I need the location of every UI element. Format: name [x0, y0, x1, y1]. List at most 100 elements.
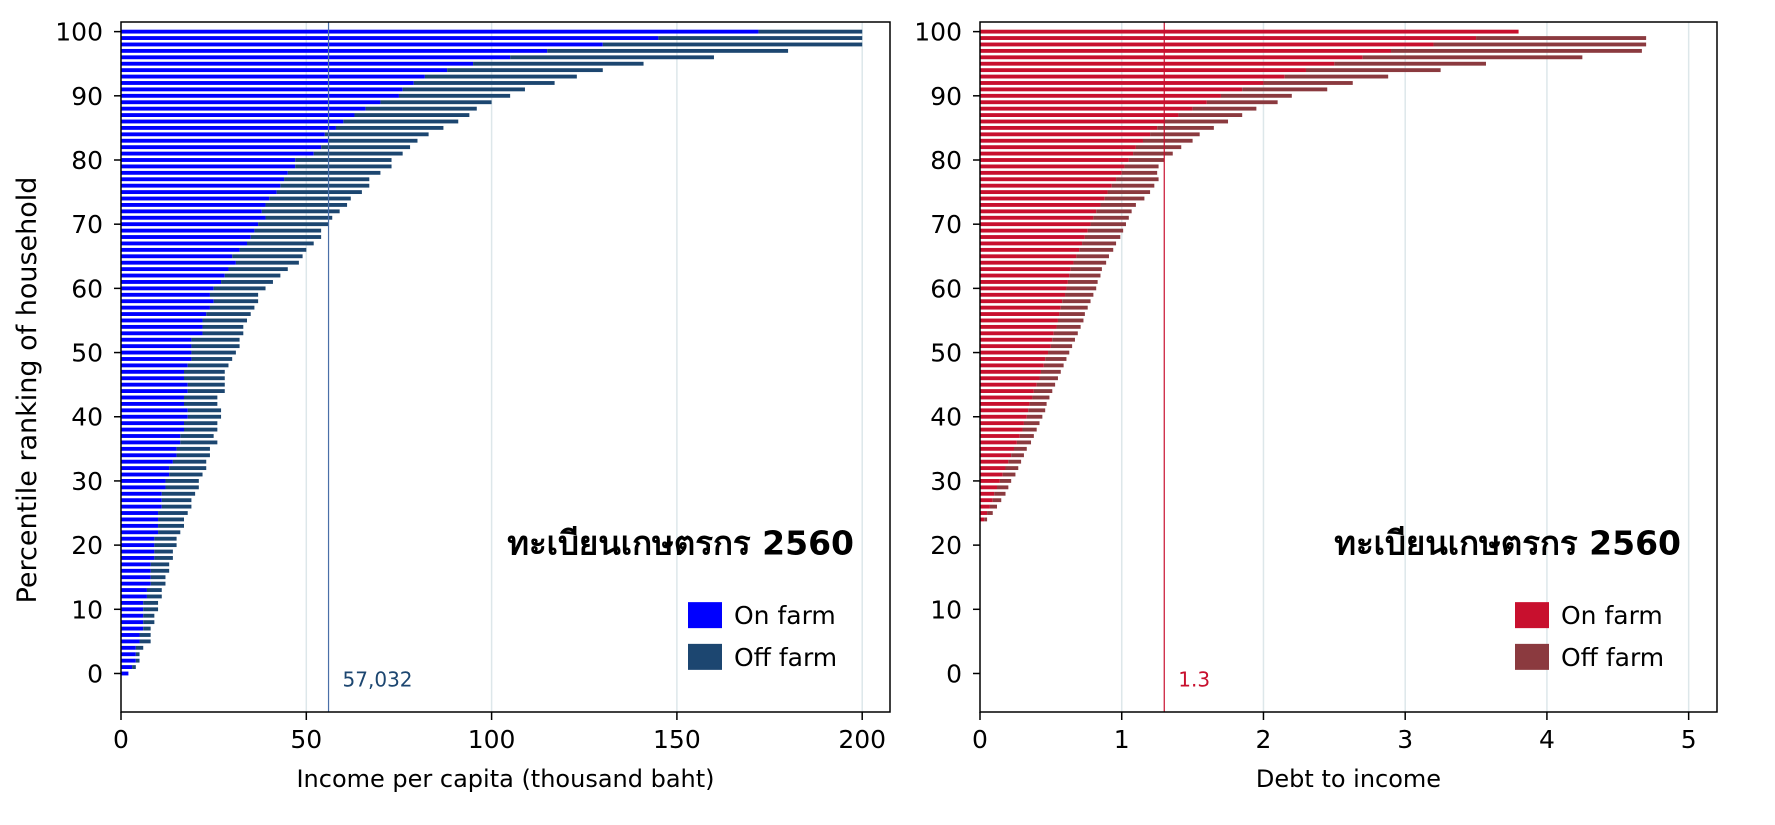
- bar-on-farm: [121, 658, 136, 663]
- bar-on-farm: [980, 446, 1015, 451]
- bar-off-farm: [1048, 350, 1070, 355]
- bar-on-farm: [121, 401, 185, 406]
- bar-on-farm: [121, 588, 147, 592]
- bar-off-farm: [1135, 145, 1182, 150]
- bar-off-farm: [510, 55, 714, 60]
- bar-on-farm: [980, 215, 1094, 220]
- bar-off-farm: [191, 350, 236, 355]
- bar-on-farm: [980, 74, 1285, 79]
- bar-off-farm: [1192, 106, 1257, 111]
- bar-on-farm: [121, 254, 233, 259]
- bar-on-farm: [121, 575, 151, 580]
- bar-off-farm: [180, 440, 218, 445]
- bar-on-farm: [121, 93, 399, 98]
- y-tick-label: 60: [930, 274, 962, 303]
- bar-off-farm: [1116, 177, 1159, 182]
- bar-off-farm: [143, 600, 159, 605]
- bar-off-farm: [295, 158, 392, 162]
- bar-on-farm: [121, 267, 229, 272]
- bar-on-farm: [121, 222, 259, 227]
- legend-label-on-farm: On farm: [734, 601, 836, 630]
- bar-off-farm: [158, 523, 185, 528]
- y-tick-label: 20: [71, 531, 103, 560]
- bar-on-farm: [980, 427, 1023, 432]
- income-grid: [305, 22, 863, 712]
- bar-on-farm: [980, 235, 1085, 239]
- y-tick-label: 40: [71, 403, 103, 432]
- bar-off-farm: [365, 106, 477, 111]
- bar-on-farm: [121, 382, 188, 387]
- bar-off-farm: [184, 401, 218, 406]
- income-plot-frame: [120, 21, 891, 713]
- bar-off-farm: [184, 427, 218, 432]
- y-tick-label: 100: [55, 18, 103, 47]
- bar-off-farm: [324, 132, 429, 137]
- bar-off-farm: [213, 286, 266, 291]
- bar-on-farm: [121, 138, 329, 143]
- bar-off-farm: [235, 260, 299, 265]
- bar-on-farm: [980, 357, 1046, 361]
- legend-label-off-farm: Off farm: [1561, 643, 1664, 672]
- bar-on-farm: [121, 280, 222, 284]
- bar-on-farm: [121, 228, 255, 233]
- bar-on-farm: [121, 344, 192, 349]
- bar-on-farm: [980, 42, 1434, 47]
- y-tick-label: 30: [930, 467, 962, 496]
- bar-off-farm: [398, 93, 511, 98]
- bar-off-farm: [261, 209, 340, 214]
- bar-on-farm: [121, 536, 155, 541]
- bar-off-farm: [150, 575, 166, 580]
- bar-off-farm: [135, 645, 144, 650]
- y-tick-label: 10: [930, 595, 962, 624]
- bar-on-farm: [980, 203, 1101, 207]
- y-tick-label: 70: [930, 210, 962, 239]
- bar-on-farm: [121, 543, 155, 548]
- bar-off-farm: [150, 568, 170, 573]
- bar-on-farm: [121, 568, 151, 573]
- y-tick-label: 90: [71, 82, 103, 111]
- bar-on-farm: [121, 466, 170, 471]
- y-tick-label: 90: [930, 82, 962, 111]
- bar-off-farm: [1069, 273, 1101, 278]
- bar-on-farm: [980, 177, 1117, 182]
- bar-off-farm: [1053, 331, 1078, 336]
- bar-on-farm: [121, 273, 225, 278]
- bar-off-farm: [658, 36, 863, 40]
- bar-off-farm: [1008, 459, 1022, 464]
- debt-x-ticks: 0 1 2 3 4 5: [972, 712, 1697, 754]
- income-x-ticks: 0 50 100 150 200: [113, 712, 886, 754]
- x-tick-label: 150: [653, 725, 701, 754]
- x-tick-label: 1: [1114, 725, 1130, 754]
- bar-on-farm: [980, 138, 1143, 143]
- y-tick-label: 60: [71, 274, 103, 303]
- bar-on-farm: [121, 36, 659, 40]
- bar-on-farm: [121, 318, 203, 323]
- income-x-axis-label: Income per capita (thousand baht): [296, 765, 714, 793]
- bar-on-farm: [980, 119, 1165, 124]
- bar-on-farm: [121, 113, 355, 117]
- bar-on-farm: [980, 190, 1108, 195]
- bar-off-farm: [202, 331, 244, 336]
- bar-on-farm: [980, 472, 1003, 477]
- legend-swatch-off-farm: [1515, 643, 1549, 670]
- bar-on-farm: [980, 247, 1080, 252]
- debt-grid: [1120, 22, 1690, 712]
- bar-on-farm: [980, 196, 1105, 201]
- bar-on-farm: [121, 87, 403, 92]
- bar-on-farm: [980, 36, 1477, 40]
- bar-off-farm: [247, 241, 314, 246]
- bar-on-farm: [121, 42, 603, 47]
- bar-off-farm: [1391, 48, 1642, 53]
- bar-on-farm: [980, 511, 988, 515]
- bar-off-farm: [1111, 183, 1155, 188]
- bar-on-farm: [980, 498, 993, 503]
- bar-off-farm: [143, 607, 159, 612]
- bar-on-farm: [121, 607, 144, 612]
- bar-off-farm: [473, 61, 644, 66]
- bar-off-farm: [295, 164, 392, 169]
- bar-on-farm: [121, 517, 159, 522]
- bar-off-farm: [1121, 170, 1158, 175]
- bar-on-farm: [980, 434, 1020, 438]
- bar-off-farm: [213, 299, 259, 304]
- bar-on-farm: [980, 61, 1335, 66]
